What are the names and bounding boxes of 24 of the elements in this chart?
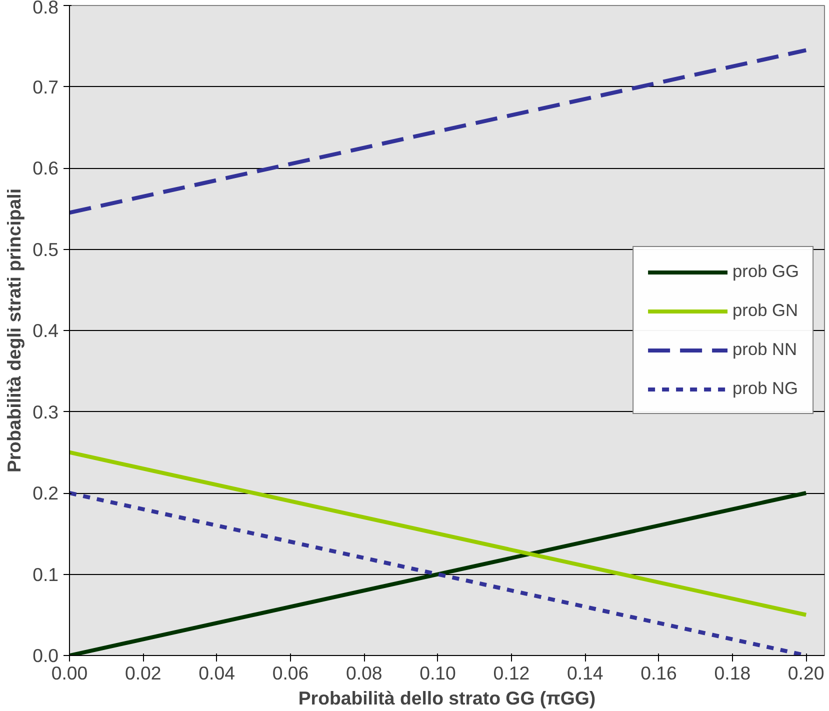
- y-tick-label: 0.8: [32, 0, 59, 18]
- y-tick-label: 0.7: [32, 76, 59, 98]
- x-tick-label: 0.04: [198, 662, 235, 684]
- legend-label: prob GG: [732, 261, 799, 282]
- x-tick-label: 0.08: [346, 662, 382, 684]
- x-tick-label: 0.14: [566, 662, 604, 684]
- legend-label: prob NN: [732, 339, 798, 360]
- legend-label: prob NG: [732, 378, 798, 399]
- y-tick-label: 0.2: [32, 482, 59, 504]
- x-tick-label: 0.02: [125, 662, 162, 684]
- x-tick-label: 0.20: [788, 662, 824, 684]
- x-tick-label: 0.18: [714, 662, 751, 684]
- x-tick-label: 0.12: [493, 662, 530, 684]
- y-tick-label: 0.4: [32, 320, 59, 341]
- x-tick-label: 0.16: [640, 662, 677, 684]
- y-tick-label: 0.5: [32, 238, 59, 260]
- y-tick-label: 0.6: [32, 158, 59, 178]
- y-tick-label: 0.3: [32, 401, 59, 422]
- x-tick-label: 0.06: [272, 662, 309, 684]
- legend-label: prob GN: [732, 300, 798, 321]
- y-axis-title: Probabilità degli strati principali: [4, 188, 25, 473]
- y-tick-label: 0.1: [32, 564, 59, 585]
- x-axis-title: Probabilità dello strato GG (πGG): [298, 688, 596, 708]
- x-tick-label: 0.10: [420, 662, 456, 684]
